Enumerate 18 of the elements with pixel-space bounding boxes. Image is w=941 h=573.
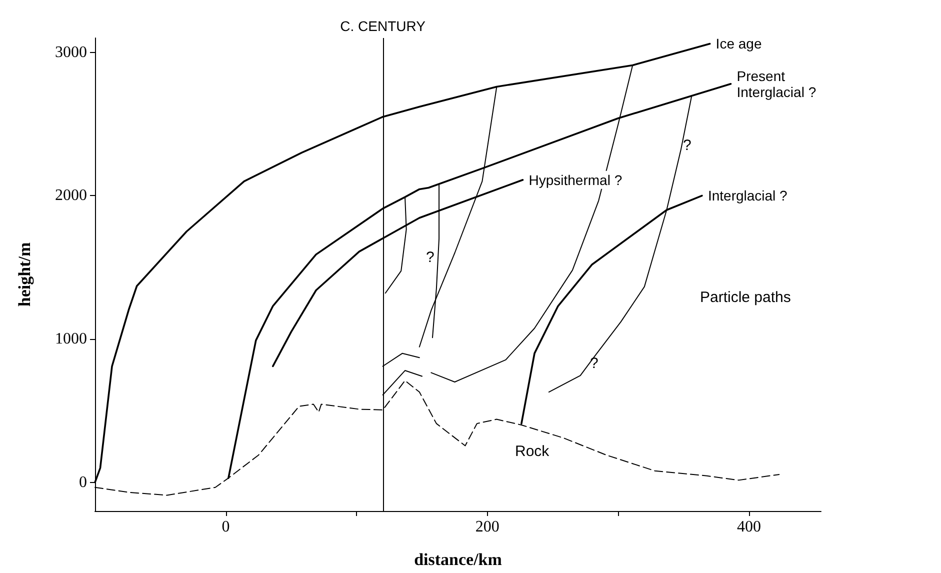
- annotation: ?: [426, 249, 434, 266]
- x-tick-label: 400: [737, 518, 762, 536]
- annotation: Particle paths: [700, 289, 791, 306]
- y-tick-label: 2000: [55, 187, 87, 204]
- annotation: Rock: [515, 443, 550, 460]
- ref-line-label: C. CENTURY: [340, 18, 426, 34]
- annotation: ?: [683, 137, 692, 154]
- series-label: Ice age: [716, 36, 762, 52]
- series-label: Interglacial ?: [708, 188, 788, 204]
- y-tick-label: 1000: [55, 330, 87, 348]
- x-axis-title: distance/km: [414, 550, 502, 569]
- series-label: Hypsithermal ?: [528, 172, 622, 188]
- x-tick-label: 200: [475, 518, 500, 536]
- x-tick-label: 0: [222, 518, 230, 536]
- series-label: Present Interglacial ?: [736, 68, 816, 100]
- y-tick-label: 3000: [55, 44, 87, 61]
- y-axis-title: height/m: [15, 242, 34, 307]
- y-tick-label: 0: [79, 474, 87, 491]
